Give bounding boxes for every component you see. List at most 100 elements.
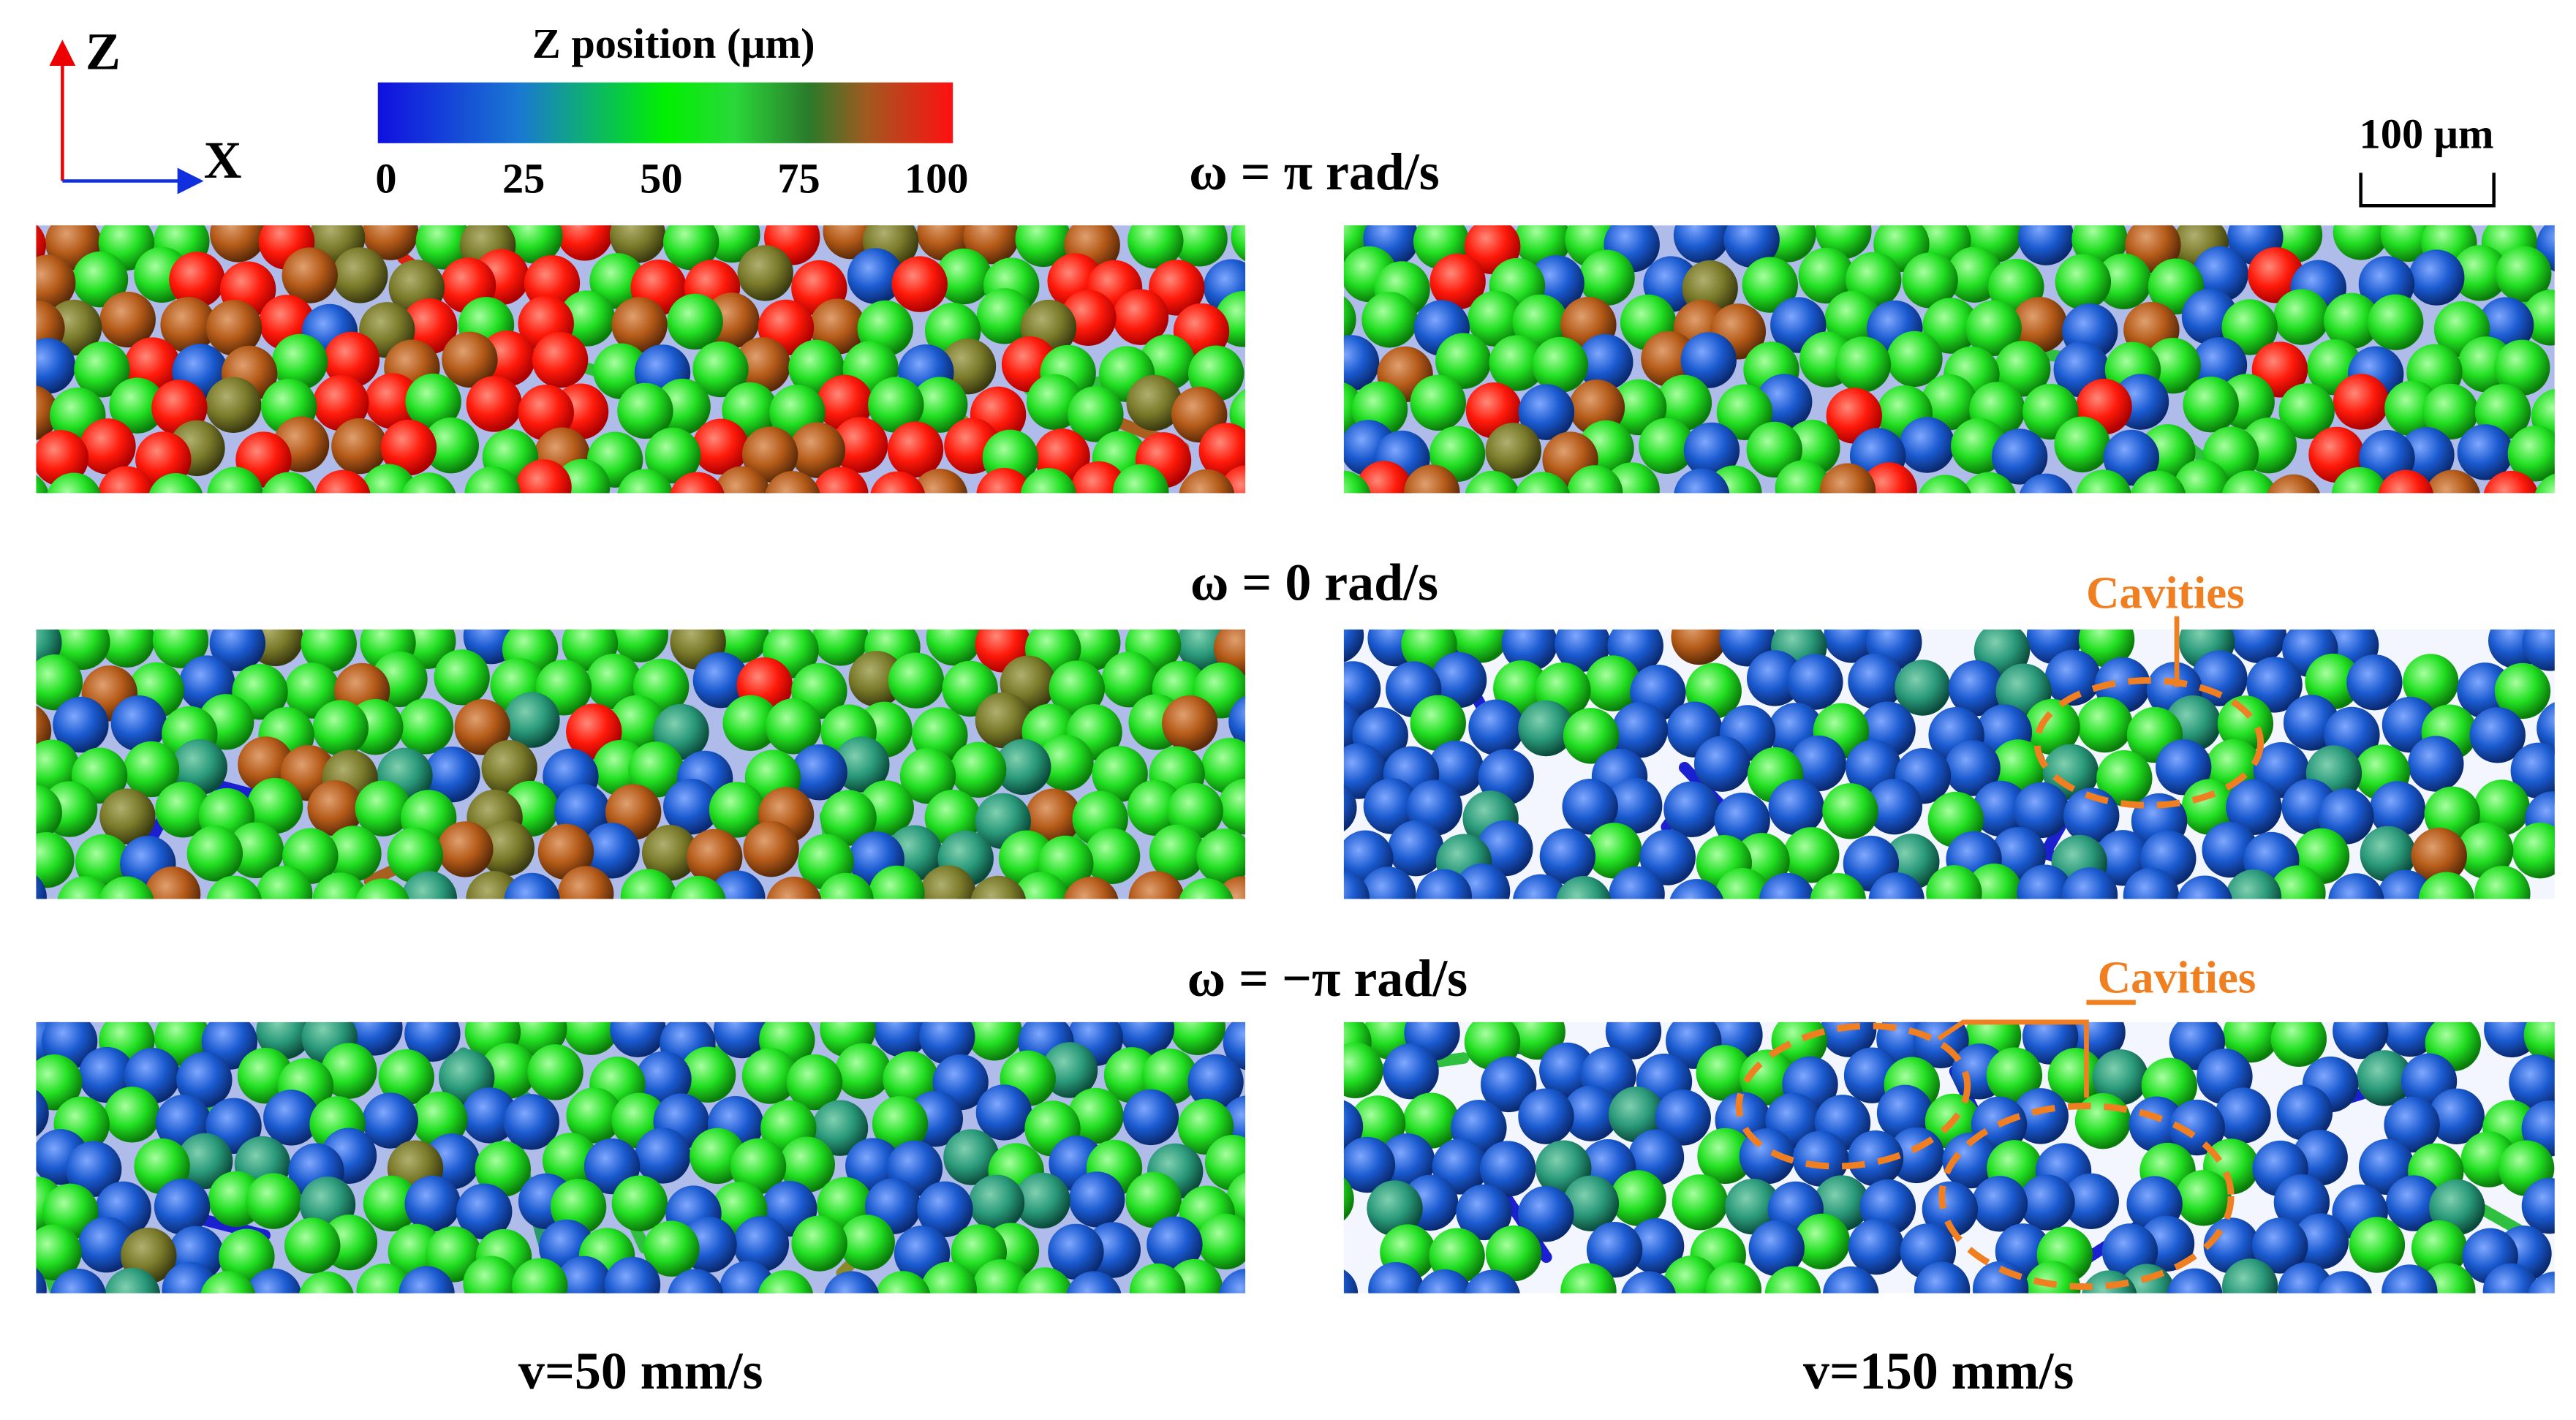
particle — [709, 782, 766, 838]
particle — [2333, 1021, 2389, 1060]
particle — [123, 741, 180, 798]
particle — [2077, 696, 2133, 753]
particle — [2482, 1263, 2539, 1294]
particle — [1895, 660, 1951, 716]
particle — [1876, 1084, 1933, 1141]
particle — [2367, 294, 2424, 350]
particle — [36, 785, 62, 841]
particle — [1128, 871, 1185, 899]
particle — [36, 1054, 83, 1111]
particle — [1129, 1263, 1186, 1294]
particle — [2082, 1270, 2137, 1294]
particle — [507, 225, 563, 264]
particle — [791, 744, 847, 801]
particle — [2012, 1088, 2069, 1144]
cavity-ellipse — [2033, 677, 2265, 809]
particle — [935, 248, 992, 305]
particle — [2063, 1173, 2119, 1229]
leader-line — [1937, 1019, 2089, 1098]
particle — [2333, 225, 2390, 260]
particle — [99, 629, 155, 668]
particle — [461, 1087, 518, 1144]
particle — [817, 872, 874, 899]
particle — [848, 651, 905, 707]
particle — [219, 1228, 275, 1285]
particle — [1435, 333, 1492, 389]
particle — [332, 247, 388, 303]
particle — [2328, 873, 2384, 899]
x-label: X — [204, 131, 242, 189]
colorbar-tick-label: 75 — [777, 154, 820, 202]
particle — [644, 427, 701, 484]
particle — [1986, 1047, 2043, 1103]
particle — [1739, 1049, 1796, 1106]
row-label: ω = −π rad/s — [1187, 949, 1468, 1008]
particle — [442, 331, 498, 388]
particle — [2054, 416, 2110, 473]
particle — [2055, 254, 2112, 310]
particle — [970, 875, 1026, 899]
particle — [887, 421, 944, 477]
particle — [2270, 1021, 2327, 1067]
particle — [2123, 867, 2180, 899]
particle — [1015, 225, 1071, 268]
particle — [1606, 777, 1663, 834]
particle — [586, 653, 642, 710]
particle — [2225, 869, 2282, 899]
particle — [2074, 1092, 2131, 1149]
particle-panel — [36, 629, 1246, 899]
particle — [2507, 426, 2555, 482]
particle — [834, 736, 890, 793]
particle — [1948, 660, 2005, 717]
particle — [921, 1261, 977, 1294]
particle — [2221, 470, 2277, 494]
particle — [36, 1224, 82, 1280]
particle — [1465, 1269, 1520, 1294]
particle — [1417, 1269, 1473, 1294]
particle — [1485, 1225, 1542, 1282]
particle — [919, 1021, 975, 1065]
particle — [2537, 702, 2555, 755]
particle — [262, 472, 317, 494]
particle — [65, 1141, 122, 1197]
particle — [611, 297, 668, 353]
particle — [2411, 828, 2467, 884]
particle — [1539, 1042, 1595, 1099]
particle — [36, 875, 47, 899]
particle — [543, 1133, 599, 1189]
particle — [663, 225, 719, 271]
particle — [415, 225, 472, 270]
particle — [1562, 779, 1618, 835]
particle — [1343, 629, 1364, 662]
particle — [608, 695, 665, 752]
particle — [2226, 779, 2282, 836]
particle — [1820, 1021, 1877, 1057]
particle — [362, 225, 419, 260]
particle — [1147, 1216, 1203, 1272]
column-label: v=150 mm/s — [1803, 1342, 2074, 1400]
colorbar — [377, 82, 953, 143]
particle — [399, 1266, 455, 1294]
particle — [2175, 1170, 2232, 1226]
particle — [78, 1046, 135, 1103]
particle — [1066, 1271, 1122, 1294]
particle — [2346, 654, 2403, 711]
particle — [1127, 779, 1184, 836]
particle — [1716, 384, 1773, 440]
particle — [671, 875, 726, 899]
particle — [299, 1271, 354, 1294]
particle — [2369, 781, 2426, 837]
particle — [2378, 469, 2433, 494]
particle — [2496, 246, 2552, 302]
particle — [2252, 1217, 2308, 1274]
particle — [72, 251, 129, 308]
particle — [2534, 473, 2555, 494]
particle — [1810, 873, 1866, 899]
particle — [2403, 654, 2459, 710]
particle — [1663, 781, 1720, 838]
particle — [176, 1133, 233, 1190]
particle — [743, 820, 799, 877]
particle — [271, 333, 328, 390]
particle — [791, 1215, 847, 1272]
particle — [355, 878, 409, 899]
